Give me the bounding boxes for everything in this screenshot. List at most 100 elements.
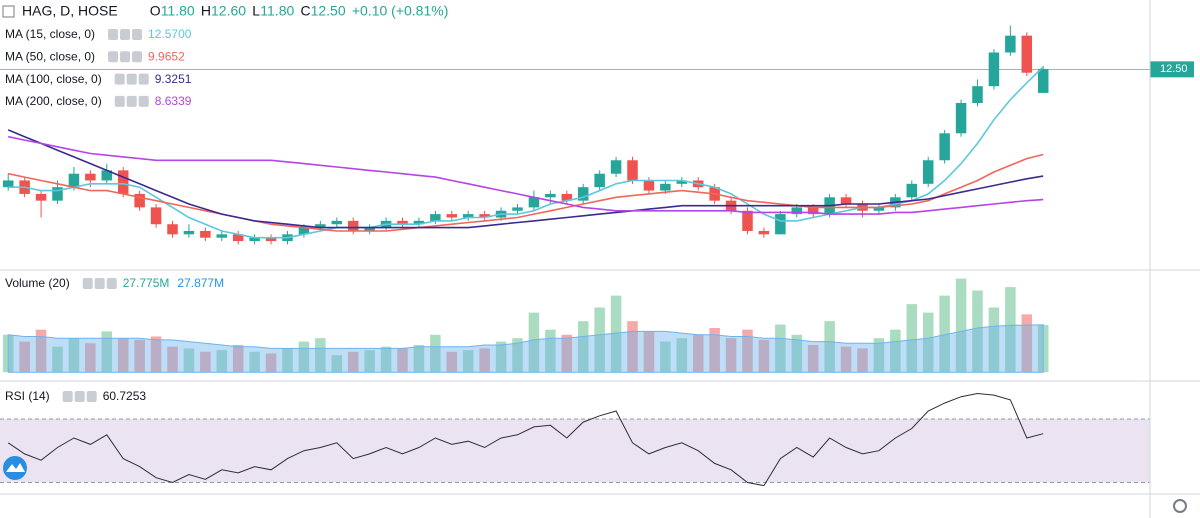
candle-body bbox=[922, 160, 934, 184]
legend-icon-button[interactable] bbox=[120, 51, 131, 63]
rsi-band bbox=[0, 418, 1150, 483]
legend-icon-button[interactable] bbox=[94, 278, 105, 289]
legend-value: 12.5700 bbox=[148, 27, 192, 41]
candle-body bbox=[610, 160, 622, 174]
volume-bar bbox=[397, 348, 408, 373]
collapse-button[interactable] bbox=[2, 5, 15, 18]
legend-name: Volume (20) bbox=[5, 276, 70, 290]
legend-value: 60.7253 bbox=[103, 389, 147, 403]
volume-bar bbox=[725, 338, 737, 373]
volume-bar bbox=[643, 331, 655, 373]
legend-icon-button[interactable] bbox=[138, 95, 149, 107]
volume-bar bbox=[52, 346, 63, 373]
candle-body bbox=[117, 170, 129, 194]
legend-icon-button[interactable] bbox=[114, 95, 125, 107]
candle-body bbox=[331, 220, 343, 225]
candle-body bbox=[35, 193, 47, 201]
legend-icon-button[interactable] bbox=[126, 73, 137, 85]
candle-body bbox=[807, 207, 819, 215]
candle-body bbox=[298, 227, 310, 235]
candle-body bbox=[873, 207, 885, 211]
candle-body bbox=[2, 180, 14, 188]
legend-icon-button[interactable] bbox=[86, 391, 97, 402]
ohlc-value: 11.80 bbox=[260, 3, 294, 19]
volume-bar bbox=[1021, 314, 1033, 373]
volume-bar bbox=[577, 321, 589, 373]
volume-bar bbox=[200, 351, 211, 373]
legend-icon-button[interactable] bbox=[120, 29, 131, 40]
legend-value: 9.9652 bbox=[148, 49, 185, 63]
volume-bar bbox=[68, 338, 80, 373]
candle-body bbox=[775, 214, 786, 235]
candle-body bbox=[1037, 69, 1049, 93]
volume-bar bbox=[315, 338, 326, 373]
candle-body bbox=[742, 210, 753, 231]
volume-bar bbox=[134, 339, 145, 373]
candle-body bbox=[972, 86, 983, 104]
volume-ma-area bbox=[7, 324, 1044, 373]
volume-bar bbox=[512, 338, 523, 373]
legend-icon-button[interactable] bbox=[132, 29, 143, 40]
candle-body bbox=[577, 187, 589, 201]
candle-body bbox=[955, 103, 967, 134]
volume-bar bbox=[594, 307, 605, 373]
volume-bar bbox=[528, 312, 540, 373]
volume-bar bbox=[430, 334, 441, 373]
volume-bar bbox=[545, 329, 556, 373]
volume-bar bbox=[807, 344, 819, 373]
volume-bar bbox=[922, 312, 934, 373]
legend-icon-button[interactable] bbox=[108, 29, 119, 40]
legend-icon-button[interactable] bbox=[132, 51, 143, 63]
legend-icon-button[interactable] bbox=[74, 391, 85, 402]
volume-bar bbox=[972, 290, 983, 373]
ohlc-value: 12.60 bbox=[211, 3, 246, 19]
volume-bar bbox=[495, 341, 507, 373]
legend-icon-button[interactable] bbox=[114, 73, 125, 85]
ohlc-value: 11.80 bbox=[161, 3, 195, 19]
candle-body bbox=[545, 193, 556, 198]
candle-body bbox=[183, 230, 195, 235]
volume-bar bbox=[35, 329, 47, 373]
volume-bar bbox=[709, 327, 720, 373]
last-price-box bbox=[1150, 61, 1194, 78]
legend-icon-button[interactable] bbox=[126, 95, 137, 107]
legend-icon-button[interactable] bbox=[62, 391, 73, 402]
legend-icon-button[interactable] bbox=[108, 51, 119, 63]
volume-bar bbox=[117, 338, 129, 373]
settings-button[interactable] bbox=[1173, 499, 1187, 513]
legend-name: MA (200, close, 0) bbox=[5, 94, 102, 108]
moving-average-line bbox=[8, 153, 1044, 232]
axes: 12.50 bbox=[1150, 61, 1194, 78]
legend-icon-button[interactable] bbox=[82, 278, 93, 289]
volume-bar bbox=[249, 351, 260, 373]
volume-bar bbox=[347, 351, 359, 373]
candle-body bbox=[758, 230, 770, 235]
candle-body bbox=[150, 207, 162, 225]
volume-bar bbox=[775, 324, 786, 373]
candle-body bbox=[462, 214, 474, 218]
candle-body bbox=[660, 183, 671, 191]
candle-body bbox=[594, 173, 605, 188]
volume-bar bbox=[660, 341, 671, 373]
volume-bar bbox=[265, 353, 277, 373]
candle-body bbox=[840, 197, 852, 205]
legend-icon-button[interactable] bbox=[138, 73, 149, 85]
legend-icon-button[interactable] bbox=[106, 278, 117, 289]
ohlc-key: L bbox=[252, 3, 260, 19]
candle-body bbox=[315, 224, 326, 228]
ohlc-value: 12.50 bbox=[311, 3, 346, 19]
candle-body bbox=[216, 234, 228, 238]
volume-bar bbox=[298, 341, 310, 373]
candle-body bbox=[528, 197, 540, 208]
candle-body bbox=[446, 214, 458, 218]
volume-bar bbox=[955, 278, 967, 373]
candle-body bbox=[1005, 35, 1016, 53]
legends: HAG, D, HOSE O 11.80 H 12.60 L 11.80 C 12.50 +0.1… bbox=[5, 3, 448, 403]
candle-body bbox=[265, 237, 277, 242]
rsi-line bbox=[7, 392, 1044, 487]
legend-name: MA (100, close, 0) bbox=[5, 72, 102, 86]
candle-body bbox=[561, 193, 573, 201]
volume-bar bbox=[742, 329, 753, 373]
volume-bar bbox=[462, 350, 474, 373]
volume-bar bbox=[216, 350, 228, 373]
